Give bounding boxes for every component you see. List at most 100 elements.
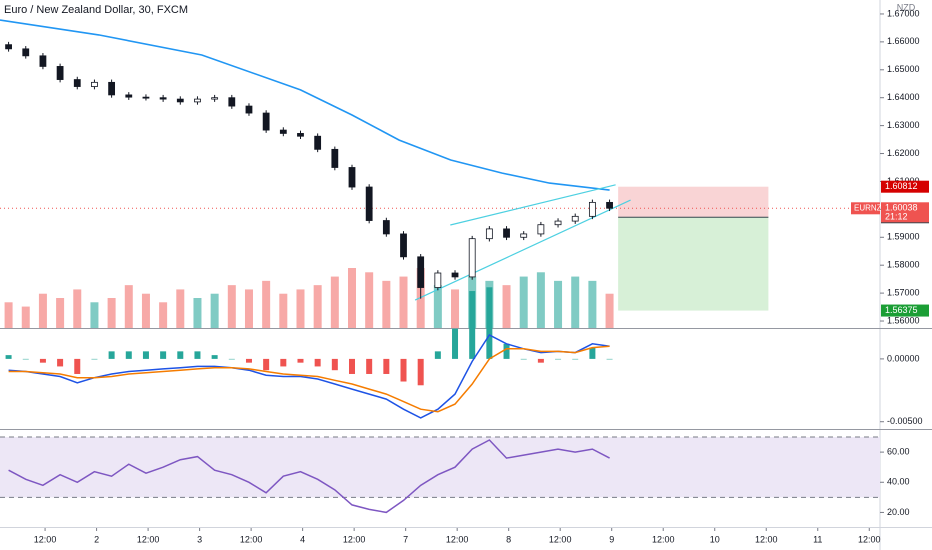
volume-bar: [279, 293, 288, 328]
volume-bar: [56, 298, 65, 328]
candle-body: [503, 228, 510, 238]
candle-body: [520, 233, 528, 238]
x-tick-label: 12:00: [858, 534, 881, 544]
volume-bar: [176, 289, 185, 328]
candle-body: [314, 135, 322, 150]
chart-title: Euro / New Zealand Dollar, 30, FXCM: [4, 4, 188, 16]
candle-body: [211, 97, 219, 100]
y-tick-label: 0.00000: [887, 353, 920, 363]
y-tick-label: 1.56000: [887, 315, 920, 325]
candle-body: [468, 238, 476, 278]
volume-bar: [193, 298, 202, 328]
candle-body: [279, 129, 287, 134]
x-tick-label: 12:00: [34, 534, 57, 544]
y-tick-label: 1.57000: [887, 287, 920, 297]
volume-bar: [38, 293, 47, 328]
volume-bar: [588, 280, 597, 328]
histogram-bar: [22, 358, 29, 360]
y-tick-label: 60.00: [887, 446, 910, 456]
volume-bar: [4, 302, 13, 328]
y-tick-label: 1.58000: [887, 260, 920, 270]
candle-body: [348, 167, 356, 188]
candle-body: [22, 48, 30, 57]
volume-bar: [451, 289, 460, 328]
x-tick-label: 7: [403, 534, 408, 544]
histogram-bar: [503, 343, 510, 359]
candle-body: [331, 148, 339, 168]
candle-body: [39, 55, 47, 67]
x-tick-label: 8: [506, 534, 511, 544]
y-tick-label: 1.59000: [887, 232, 920, 242]
volume-bar: [90, 302, 99, 328]
volume-bar: [382, 280, 391, 328]
x-tick-label: 10: [710, 534, 720, 544]
indicator-line: [8, 334, 610, 419]
candle-body: [451, 272, 459, 278]
y-tick-label: -0.00500: [887, 416, 923, 426]
candle-body: [297, 133, 304, 137]
volume-bar: [313, 285, 322, 328]
histogram-bar: [142, 351, 149, 359]
indicator-line: [8, 345, 610, 413]
histogram-bar: [606, 358, 613, 360]
current-price-label: 1.60038: [885, 203, 918, 213]
volume-bar: [399, 276, 408, 328]
candle-body: [365, 186, 373, 221]
symbol-tag: [851, 202, 880, 215]
price-tag: [881, 304, 929, 317]
price-tag-label: 1.56375: [885, 305, 918, 315]
histogram-bar: [383, 358, 390, 374]
volume-bar: [554, 280, 563, 328]
histogram-bar: [39, 358, 46, 363]
volume-bar: [365, 272, 374, 328]
volume-bar: [210, 293, 219, 328]
x-tick-label: 12:00: [343, 534, 366, 544]
candle-body: [228, 97, 236, 107]
indicator-line: [8, 439, 610, 514]
x-tick-label: 4: [300, 534, 305, 544]
candle-body: [245, 105, 253, 114]
histogram-bar: [331, 358, 338, 371]
x-tick-label: 12:00: [137, 534, 160, 544]
histogram-bar: [314, 358, 321, 367]
candle-body: [400, 233, 407, 258]
histogram-bar: [555, 358, 562, 360]
volume-bar: [433, 285, 442, 328]
volume-bar: [107, 298, 116, 328]
volume-bar: [519, 276, 528, 328]
price-tag-label: 1.60812: [885, 181, 918, 191]
histogram-bar: [452, 328, 459, 359]
x-tick-label: 9: [609, 534, 614, 544]
y-tick-label: 1.67000: [887, 8, 920, 18]
x-tick-label: 2: [94, 534, 99, 544]
candle-body: [194, 98, 201, 103]
trendline: [414, 199, 631, 301]
volume-bar: [227, 285, 236, 328]
candle-body: [108, 81, 116, 96]
candle-body: [588, 201, 596, 217]
y-tick-label: 1.65000: [887, 64, 920, 74]
volume-bar: [141, 293, 150, 328]
histogram-bar: [263, 358, 270, 371]
price-tag: [881, 180, 929, 193]
y-tick-label: 1.62000: [887, 148, 920, 158]
candle-body: [125, 94, 133, 98]
volume-bar: [330, 276, 339, 328]
histogram-bar: [537, 358, 544, 363]
candle-body: [606, 201, 613, 209]
candle-body: [537, 224, 545, 235]
histogram-bar: [194, 351, 201, 359]
volume-bar: [605, 293, 614, 328]
y-tick-label: 1.63000: [887, 120, 920, 130]
volume-bar: [159, 302, 168, 328]
target-zone: [618, 217, 769, 311]
histogram-bar: [486, 287, 493, 359]
volume-bar: [571, 276, 580, 328]
candle-body: [485, 228, 493, 240]
volume-bar: [502, 285, 511, 328]
volume-bar: [536, 272, 545, 328]
candle-body: [417, 256, 425, 288]
histogram-bar: [245, 358, 252, 363]
volume-bar: [21, 306, 30, 328]
